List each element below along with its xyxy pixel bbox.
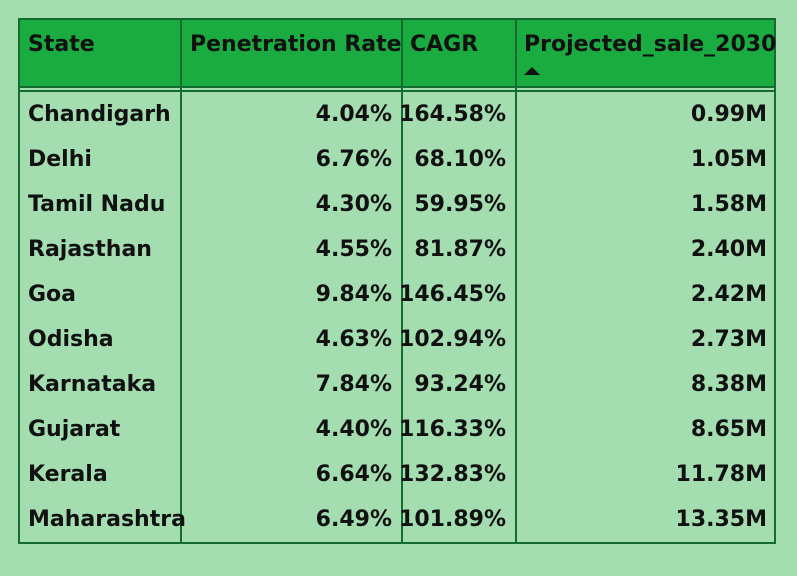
cell-projected-sale: 2.42M [690, 282, 767, 307]
table-row[interactable]: Odisha 4.63% 102.94% 2.73M [20, 317, 774, 362]
cell-penetration-rate: 7.84% [315, 372, 392, 397]
cell-projected-sale: 2.40M [690, 237, 767, 262]
table-row[interactable]: Maharashtra 6.49% 101.89% 13.35M [20, 497, 774, 542]
column-header-state[interactable]: State [28, 32, 95, 57]
cell-penetration-rate: 6.76% [315, 147, 392, 172]
cell-projected-sale: 13.35M [675, 507, 767, 532]
cell-penetration-rate: 4.40% [315, 417, 392, 442]
cell-projected-sale: 1.58M [690, 192, 767, 217]
cell-state: Karnataka [28, 372, 157, 397]
table-row[interactable]: Delhi 6.76% 68.10% 1.05M [20, 137, 774, 182]
cell-state: Maharashtra [28, 507, 186, 532]
header-divider [20, 90, 774, 92]
cell-penetration-rate: 6.64% [315, 462, 392, 487]
column-divider [515, 20, 517, 542]
cell-cagr: 101.89% [399, 507, 506, 532]
column-header-cagr[interactable]: CAGR [410, 32, 479, 57]
data-table: State Penetration Rate CAGR Projected_sa… [18, 18, 776, 544]
table-row[interactable]: Kerala 6.64% 132.83% 11.78M [20, 452, 774, 497]
cell-state: Kerala [28, 462, 108, 487]
cell-projected-sale: 0.99M [690, 102, 767, 127]
cell-projected-sale: 1.05M [690, 147, 767, 172]
cell-state: Tamil Nadu [28, 192, 166, 217]
cell-penetration-rate: 4.63% [315, 327, 392, 352]
column-divider [180, 20, 182, 542]
cell-penetration-rate: 4.04% [315, 102, 392, 127]
cell-projected-sale: 2.73M [690, 327, 767, 352]
cell-state: Chandigarh [28, 102, 171, 127]
cell-projected-sale: 8.38M [690, 372, 767, 397]
header-gap [20, 88, 774, 90]
column-header-penetration-rate[interactable]: Penetration Rate [190, 32, 402, 57]
cell-projected-sale: 8.65M [690, 417, 767, 442]
cell-penetration-rate: 9.84% [315, 282, 392, 307]
table-row[interactable]: Rajasthan 4.55% 81.87% 2.40M [20, 227, 774, 272]
cell-cagr: 132.83% [399, 462, 506, 487]
cell-state: Goa [28, 282, 77, 307]
column-divider [401, 20, 403, 542]
cell-cagr: 68.10% [414, 147, 506, 172]
table-row[interactable]: Tamil Nadu 4.30% 59.95% 1.58M [20, 182, 774, 227]
cell-penetration-rate: 4.55% [315, 237, 392, 262]
cell-state: Odisha [28, 327, 114, 352]
cell-state: Delhi [28, 147, 92, 172]
table-header: State Penetration Rate CAGR Projected_sa… [20, 20, 777, 88]
cell-penetration-rate: 6.49% [315, 507, 392, 532]
cell-cagr: 93.24% [414, 372, 506, 397]
table-row[interactable]: Karnataka 7.84% 93.24% 8.38M [20, 362, 774, 407]
cell-cagr: 59.95% [414, 192, 506, 217]
cell-projected-sale: 11.78M [675, 462, 767, 487]
cell-cagr: 116.33% [399, 417, 506, 442]
sort-ascending-icon[interactable] [524, 67, 540, 75]
cell-state: Gujarat [28, 417, 121, 442]
table-row[interactable]: Goa 9.84% 146.45% 2.42M [20, 272, 774, 317]
table-row[interactable]: Gujarat 4.40% 116.33% 8.65M [20, 407, 774, 452]
table-row[interactable]: Chandigarh 4.04% 164.58% 0.99M [20, 92, 774, 137]
cell-cagr: 81.87% [414, 237, 506, 262]
cell-cagr: 102.94% [399, 327, 506, 352]
cell-cagr: 146.45% [399, 282, 506, 307]
cell-cagr: 164.58% [399, 102, 506, 127]
cell-penetration-rate: 4.30% [315, 192, 392, 217]
column-header-projected-sale-2030[interactable]: Projected_sale_2030 [524, 32, 777, 57]
cell-state: Rajasthan [28, 237, 152, 262]
